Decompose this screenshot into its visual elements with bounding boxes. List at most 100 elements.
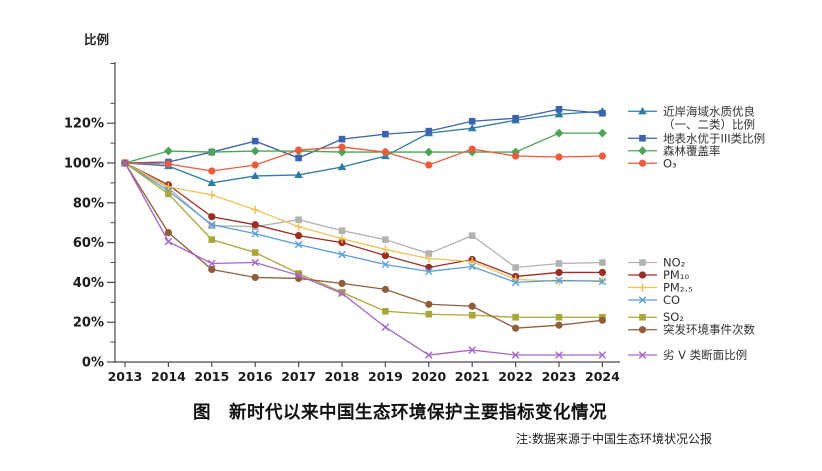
marker-x	[251, 258, 259, 267]
series-line-pm10	[124, 162, 603, 278]
marker-x	[381, 260, 390, 269]
marker-square	[208, 236, 216, 243]
marker-square	[468, 232, 476, 239]
marker-square	[382, 130, 389, 138]
marker-plus	[425, 254, 433, 263]
marker-square	[512, 264, 519, 271]
legend-label: 劣 V 类断面比例	[663, 348, 747, 362]
marker-x	[208, 220, 216, 229]
legend-item-incidents: 突发环境事件次数	[628, 323, 755, 337]
marker-x	[425, 351, 433, 359]
marker-plus	[208, 190, 216, 200]
marker-circle	[295, 232, 303, 240]
series-line-incidents	[124, 162, 603, 329]
marker-triangle	[554, 110, 564, 118]
marker-square	[251, 137, 259, 145]
marker-triangle	[467, 123, 477, 132]
marker-triangle	[250, 171, 260, 180]
legend-item-pm2-5: PM₂.₅	[628, 281, 693, 295]
marker-x	[121, 159, 129, 167]
marker-diamond	[598, 128, 607, 138]
marker-square	[425, 310, 433, 318]
x-tick-label: 2021	[455, 369, 490, 384]
marker-diamond	[337, 147, 347, 157]
series-line-co	[124, 162, 603, 284]
marker-square	[555, 260, 563, 267]
marker-diamond	[164, 146, 173, 156]
legend-item-co: CO	[628, 293, 680, 307]
marker-square	[512, 313, 519, 321]
marker-square	[295, 154, 302, 162]
legend-label: O₃	[663, 156, 677, 170]
marker-plus	[338, 234, 346, 243]
marker-x	[598, 351, 607, 359]
legend-label: 近岸海域水质优良	[663, 104, 755, 118]
y-tick-label: 20%	[73, 316, 104, 331]
marker-square	[468, 311, 476, 319]
x-tick-label: 2016	[238, 369, 273, 384]
marker-circle	[208, 167, 216, 175]
marker-circle	[598, 316, 607, 324]
series-pm10	[121, 159, 607, 281]
marker-diamond	[554, 128, 564, 138]
x-tick-label: 2023	[542, 369, 577, 384]
x-tick-label: 2020	[411, 369, 446, 384]
y-tick-label: 100%	[64, 157, 104, 172]
series-line-no2	[124, 162, 603, 269]
marker-circle	[164, 160, 172, 168]
y-axis-title: 比例	[84, 32, 109, 47]
marker-x	[511, 351, 520, 359]
marker-square	[208, 222, 216, 229]
marker-x	[381, 323, 390, 331]
marker-square	[639, 313, 646, 321]
marker-square	[251, 249, 259, 256]
marker-diamond	[207, 147, 217, 157]
marker-circle	[555, 268, 563, 277]
marker-x	[425, 267, 433, 276]
marker-circle	[511, 324, 520, 332]
marker-circle	[164, 229, 172, 237]
marker-circle	[251, 161, 259, 169]
legend-item-no2: NO₂	[628, 256, 685, 270]
series-so2	[121, 159, 606, 321]
series-pm2-5	[121, 158, 606, 286]
x-tick-label: 2015	[194, 369, 229, 384]
marker-square	[468, 117, 476, 125]
series-inferior-v	[121, 159, 607, 359]
series-incidents	[121, 159, 607, 332]
legend-label: PM₁₀	[663, 268, 689, 282]
series-line-so2	[124, 162, 603, 318]
marker-circle	[425, 161, 433, 169]
marker-circle	[468, 145, 476, 153]
marker-x	[638, 351, 647, 359]
legend-label: NO₂	[663, 256, 685, 270]
marker-circle	[425, 263, 433, 272]
figure-title: 图 新时代以来中国生态环境保护主要指标变化情况	[193, 403, 607, 423]
indicator-trend-chart: 比例 0%20%40%60%80%100%120% 2013 2014 2015 20…	[64, 32, 765, 384]
marker-plus	[251, 205, 259, 214]
x-tick-label: 2014	[151, 369, 186, 384]
x-tick-label: 2019	[368, 369, 403, 384]
marker-circle	[511, 152, 520, 160]
marker-circle	[638, 326, 647, 334]
series-coastal-water	[120, 107, 607, 186]
marker-x	[338, 289, 346, 298]
legend-item-o3: O₃	[628, 156, 677, 170]
marker-diamond	[638, 146, 647, 156]
marker-circle	[251, 273, 259, 282]
legend-item-surface-water: 地表水优于III类比例	[628, 131, 765, 145]
series-co	[121, 159, 607, 287]
x-tick-label: 2018	[325, 369, 360, 384]
marker-plus	[638, 283, 647, 292]
y-axis-ticks: 0% 20% 40% 60% 80% 100% 120%	[64, 63, 115, 371]
marker-circle	[208, 213, 216, 221]
marker-triangle	[207, 178, 217, 186]
marker-x	[511, 278, 520, 287]
marker-square	[512, 114, 519, 122]
marker-x	[208, 259, 216, 268]
marker-circle	[555, 153, 563, 161]
marker-square	[338, 289, 346, 296]
legend-label: （一、二类）比例	[663, 117, 755, 131]
marker-circle	[598, 268, 607, 277]
